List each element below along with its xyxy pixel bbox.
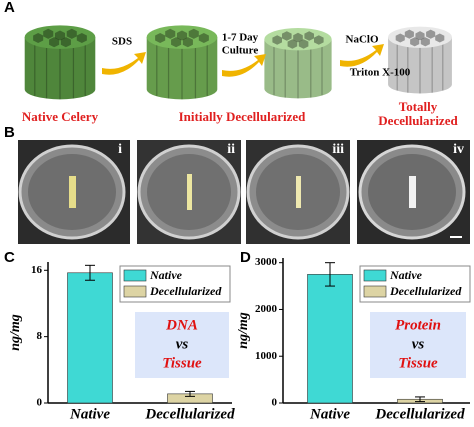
error-bar — [415, 396, 425, 403]
x-tick-label: Native — [309, 406, 350, 422]
celery-native — [23, 24, 97, 101]
arrow — [222, 54, 266, 77]
step-label: SDS — [112, 36, 132, 48]
photo-label: iii — [332, 142, 344, 157]
legend-label: Native — [149, 268, 183, 282]
legend-swatch — [363, 285, 387, 298]
stage-label: Decellularized — [378, 113, 458, 128]
legend-label: Decellularized — [389, 284, 462, 298]
bar — [67, 272, 113, 404]
annotation: Protein — [395, 317, 441, 333]
annotation: DNA — [165, 317, 198, 333]
bar — [307, 274, 353, 404]
celery-initial-2 — [263, 27, 333, 100]
photo: iv — [357, 140, 470, 244]
arrow — [340, 44, 384, 67]
stage-label: Initially Decellularized — [179, 109, 307, 124]
y-tick-label: 0 — [272, 397, 278, 409]
x-tick-label: Decellularized — [374, 406, 465, 422]
error-bar — [185, 390, 195, 397]
y-tick-label: 2000 — [255, 303, 278, 315]
celery-total — [387, 25, 453, 95]
legend-swatch — [123, 285, 147, 298]
error-bar — [325, 262, 335, 287]
annotation: Tissue — [398, 355, 438, 371]
y-tick-label: 3000 — [255, 256, 278, 268]
photo: ii — [137, 140, 241, 244]
legend-swatch — [123, 269, 147, 282]
step-label: Culture — [222, 45, 259, 57]
y-tick-label: 1000 — [255, 350, 278, 362]
y-tick-label: 16 — [31, 264, 43, 276]
x-tick-label: Decellularized — [144, 406, 235, 422]
annotation-box — [370, 312, 466, 378]
legend-label: Decellularized — [149, 284, 222, 298]
x-tick-label: Native — [69, 406, 110, 422]
step-label: 1-7 Day — [222, 32, 259, 44]
schematic: A SDS 1-7 Day Culture NaClO Triton X-100… — [4, 0, 458, 128]
annotation: vs — [412, 336, 425, 352]
legend-label: Native — [389, 268, 423, 282]
photo-label: iv — [453, 142, 464, 157]
photos: B i ii iii iv — [4, 124, 470, 244]
error-bar — [85, 264, 95, 281]
panel-label: B — [4, 124, 15, 141]
step-label: Triton X-100 — [350, 67, 411, 79]
panel-label: D — [240, 249, 251, 266]
y-tick-label: 8 — [37, 330, 43, 342]
legend-swatch — [363, 269, 387, 282]
photo-label: i — [118, 142, 122, 157]
y-axis-label: ng/mg — [236, 312, 251, 349]
photo-label: ii — [227, 142, 235, 157]
celery-initial — [145, 24, 219, 101]
step-label: NaClO — [346, 34, 379, 46]
stage-label: Native Celery — [22, 109, 99, 124]
annotation: vs — [176, 336, 189, 352]
annotation-box — [135, 312, 229, 378]
annotation: Tissue — [162, 355, 202, 371]
panel-label: C — [4, 249, 15, 266]
panel-label: A — [4, 0, 15, 16]
photo: i — [18, 140, 130, 244]
y-tick-label: 0 — [37, 397, 43, 409]
photo: iii — [246, 140, 350, 244]
y-axis-label: ng/mg — [8, 314, 23, 351]
stage-label: Totally — [399, 99, 438, 114]
arrow — [102, 52, 146, 75]
